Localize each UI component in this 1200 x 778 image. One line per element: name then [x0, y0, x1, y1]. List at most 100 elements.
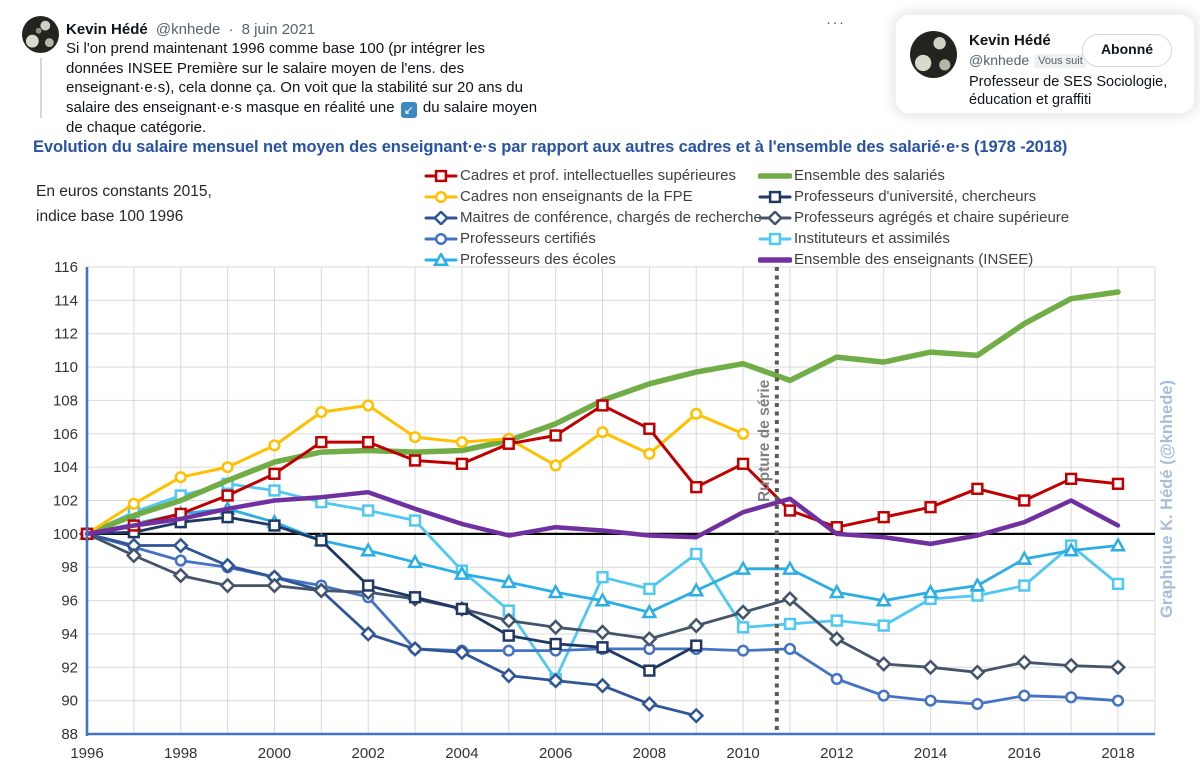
tweet-text-part1: Si l'on prend maintenant 1996 comme base… — [66, 40, 523, 116]
data-point-marker — [969, 664, 986, 681]
data-point-marker — [315, 406, 328, 419]
data-point-marker — [735, 604, 752, 621]
profile-card-handle-row: @knhede Vous suit — [969, 52, 1087, 68]
legend-item: Maitres de conférence, chargés de recher… — [424, 207, 762, 228]
y-tick-label: 88 — [61, 726, 78, 743]
data-point-marker — [1018, 494, 1031, 507]
data-point-marker — [596, 641, 609, 654]
tweet-avatar[interactable] — [22, 16, 59, 53]
data-point-marker — [125, 547, 142, 564]
profile-card-avatar[interactable] — [910, 31, 957, 78]
data-point-marker — [360, 541, 377, 557]
data-point-marker — [434, 190, 448, 203]
profile-card-name[interactable]: Kevin Hédé — [969, 32, 1051, 49]
data-point-marker — [408, 514, 422, 527]
chart-legend-column-1: Cadres et prof. intellectuelles supérieu… — [424, 165, 762, 270]
data-point-marker — [453, 644, 470, 661]
x-tick-label: 2006 — [539, 745, 572, 762]
tweet-date[interactable]: 8 juin 2021 — [241, 21, 316, 38]
data-point-marker — [783, 504, 797, 517]
data-point-marker — [690, 547, 703, 561]
chart-note-line1: En euros constants 2015, — [36, 183, 212, 200]
data-point-marker — [455, 602, 469, 616]
legend-label: Maitres de conférence, chargés de recher… — [460, 209, 762, 226]
x-tick-label: 2010 — [726, 745, 759, 762]
data-point-marker — [408, 431, 422, 444]
data-point-marker — [643, 664, 656, 677]
legend-marker-icon — [758, 232, 792, 245]
data-point-marker — [830, 672, 843, 686]
series-line — [85, 515, 698, 672]
data-point-marker — [737, 427, 750, 440]
profile-hover-card: Kevin Hédé @knhede Vous suit Abonné Profe… — [895, 14, 1195, 114]
profile-card-bio: Professeur de SES Sociologie, éducation … — [969, 74, 1168, 108]
chart-title: Evolution du salaire mensuel net moyen d… — [33, 138, 1068, 156]
x-tick-label: 2002 — [351, 745, 384, 762]
y-tick-label: 104 — [53, 459, 78, 476]
data-point-marker — [643, 422, 656, 435]
data-point-marker — [502, 644, 515, 657]
data-point-marker — [268, 439, 281, 452]
y-tick-label: 92 — [61, 659, 78, 676]
data-point-marker — [688, 617, 705, 634]
data-point-marker — [268, 519, 281, 532]
x-tick-label: 2012 — [820, 745, 853, 762]
data-point-marker — [432, 252, 450, 266]
legend-item: Cadres non enseignants de la FPE — [424, 186, 762, 207]
x-tick-label: 1996 — [70, 745, 103, 762]
data-point-marker — [219, 557, 236, 574]
data-point-marker — [690, 481, 703, 494]
legend-item: Cadres et prof. intellectuelles supérieu… — [424, 165, 762, 186]
data-point-marker — [922, 583, 939, 599]
data-point-marker — [1063, 541, 1080, 557]
watermark-credit: Graphique K. Hédé (@knhede) — [1158, 380, 1176, 618]
data-point-marker — [767, 210, 783, 225]
series-line — [84, 489, 1121, 547]
x-tick-label: 2004 — [445, 745, 478, 762]
x-tick-label: 1998 — [164, 745, 197, 762]
data-point-marker — [500, 667, 517, 684]
data-point-marker — [594, 677, 611, 694]
tweet-author-handle[interactable]: @knhede — [155, 21, 221, 38]
data-point-marker — [781, 560, 798, 575]
data-point-marker — [221, 461, 234, 474]
data-point-marker — [408, 591, 422, 604]
y-tick-label: 102 — [53, 493, 78, 510]
tweet-author-name[interactable]: Kevin Hédé — [66, 21, 148, 38]
data-point-marker — [783, 617, 797, 631]
data-point-marker — [549, 429, 562, 442]
tweet-text-part2: du salaire moyen de chaque catégorie. — [66, 98, 538, 136]
data-point-marker — [407, 553, 424, 569]
x-tick-label: 2018 — [1101, 745, 1134, 762]
profile-card-handle[interactable]: @knhede — [969, 52, 1030, 68]
data-point-marker — [875, 591, 892, 607]
data-point-marker — [433, 210, 449, 225]
more-options-icon[interactable]: ··· — [826, 14, 846, 31]
tweet-text: Si l'on prend maintenant 1996 comme base… — [66, 39, 544, 137]
data-point-marker — [768, 232, 782, 245]
data-point-marker — [1016, 550, 1033, 565]
data-point-marker — [877, 619, 890, 632]
data-point-marker — [547, 672, 564, 689]
data-point-marker — [221, 511, 234, 524]
data-point-marker — [971, 482, 984, 495]
data-point-marker — [455, 457, 469, 470]
data-point-marker — [172, 537, 189, 554]
chart-axis-note: En euros constants 2015, indice base 100… — [36, 179, 212, 229]
data-point-marker — [641, 603, 658, 619]
following-button[interactable]: Abonné — [1082, 34, 1172, 67]
data-point-marker — [219, 577, 236, 594]
data-point-marker — [736, 457, 750, 470]
y-tick-label: 114 — [54, 292, 78, 309]
data-point-marker — [690, 407, 703, 420]
data-point-marker — [266, 577, 283, 594]
legend-label: Professeurs des écoles — [460, 251, 616, 268]
legend-marker-icon — [758, 172, 792, 179]
follows-you-badge: Vous suit — [1034, 54, 1087, 68]
y-tick-label: 116 — [54, 259, 78, 276]
data-point-marker — [594, 624, 611, 641]
legend-marker-icon — [424, 232, 458, 245]
data-point-marker — [735, 560, 752, 575]
data-point-marker — [1018, 579, 1031, 592]
